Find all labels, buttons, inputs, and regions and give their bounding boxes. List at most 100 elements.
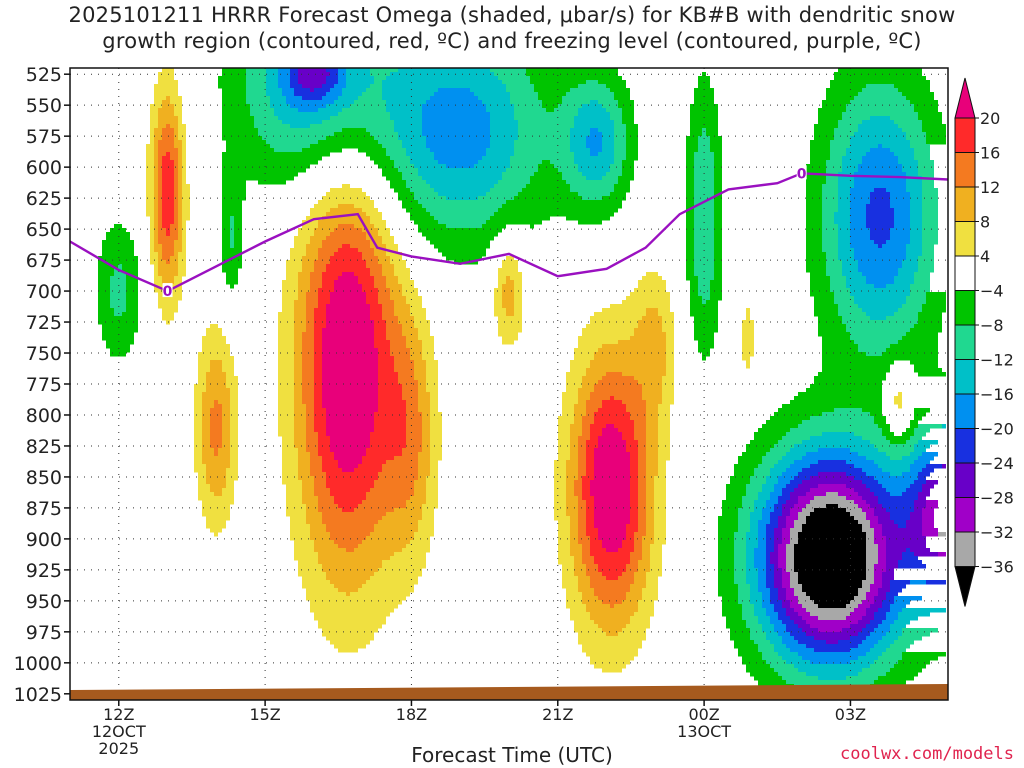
colorbar-segment [954,324,976,360]
omega-cell [910,224,922,229]
omega-cell [774,604,782,609]
omega-cell [718,552,734,557]
omega-cell [514,284,522,289]
omega-cell [374,344,390,349]
omega-cell [314,376,322,381]
omega-cell [846,604,858,609]
omega-cell [218,80,246,85]
omega-cell [210,408,222,413]
omega-cell [294,436,306,441]
omega-cell [578,500,586,505]
omega-cell [318,452,334,457]
omega-cell [702,352,710,357]
omega-cell [362,208,378,213]
omega-cell [910,292,926,297]
omega-cell [922,520,934,525]
omega-cell [498,272,522,277]
x-tick-label: 03Z [835,705,866,724]
omega-cell [878,244,882,249]
omega-cell [850,204,866,209]
omega-cell [194,396,202,401]
omega-cell [178,172,182,177]
omega-cell [798,640,826,645]
omega-cell [246,80,266,85]
omega-cell [578,576,590,581]
omega-cell [302,576,326,581]
omega-cell [158,160,162,165]
omega-cell [398,192,414,197]
omega-cell [738,584,750,589]
omega-cell [762,516,770,521]
omega-cell [222,156,322,161]
omega-cell [198,472,206,477]
omega-cell [570,544,582,549]
omega-cell [182,156,186,161]
omega-cell [826,96,854,101]
omega-cell [414,372,426,377]
omega-cell [630,292,670,297]
source-credit[interactable]: coolwx.com/models [840,744,1014,764]
omega-cell [586,176,602,181]
omega-cell [582,432,590,437]
y-tick-label: 700 [26,281,62,303]
omega-cell [870,232,890,237]
omega-cell [302,256,318,261]
omega-cell [702,128,706,133]
omega-cell [862,468,882,473]
omega-cell [158,116,178,121]
omega-cell [602,668,622,673]
omega-cell [578,460,586,465]
omega-cell [782,472,798,477]
omega-cell [570,424,582,429]
omega-cell [910,216,922,221]
omega-cell [302,368,314,373]
omega-cell [174,140,182,145]
omega-cell [174,132,178,137]
omega-cell [326,472,378,477]
omega-cell [170,224,178,229]
omega-cell [666,364,674,369]
omega-cell [746,548,754,553]
omega-cell [430,440,442,445]
omega-cell [854,248,906,253]
omega-cell [578,388,594,393]
omega-cell [286,484,302,489]
omega-cell [810,280,830,285]
omega-cell [878,548,886,553]
omega-cell [662,328,674,333]
omega-cell [866,500,878,505]
omega-cell [406,428,422,433]
omega-cell [646,500,654,505]
omega-cell [210,488,222,493]
omega-cell [302,348,314,353]
omega-cell [922,468,934,473]
omega-cell [490,116,514,121]
omega-cell [638,488,646,493]
omega-cell [346,592,350,597]
omega-cell [638,492,646,497]
omega-cell [334,496,366,501]
omega-cell [910,328,942,333]
omega-cell [586,400,602,405]
omega-cell [374,80,382,85]
omega-cell [502,204,622,209]
omega-cell [730,632,750,637]
omega-cell [182,176,186,181]
omega-cell [642,396,662,401]
omega-cell [858,588,870,593]
omega-cell [686,236,694,241]
omega-cell [322,400,378,405]
omega-cell [170,256,178,261]
omega-cell [430,212,494,217]
omega-cell [602,428,618,433]
omega-cell [294,444,306,449]
omega-cell [310,536,330,541]
omega-cell [626,128,638,133]
omega-cell [322,564,382,569]
omega-cell [582,416,594,421]
omega-cell [578,340,618,345]
omega-cell [302,376,314,381]
omega-cell [286,496,302,501]
omega-cell [322,216,370,221]
omega-cell [846,508,862,513]
